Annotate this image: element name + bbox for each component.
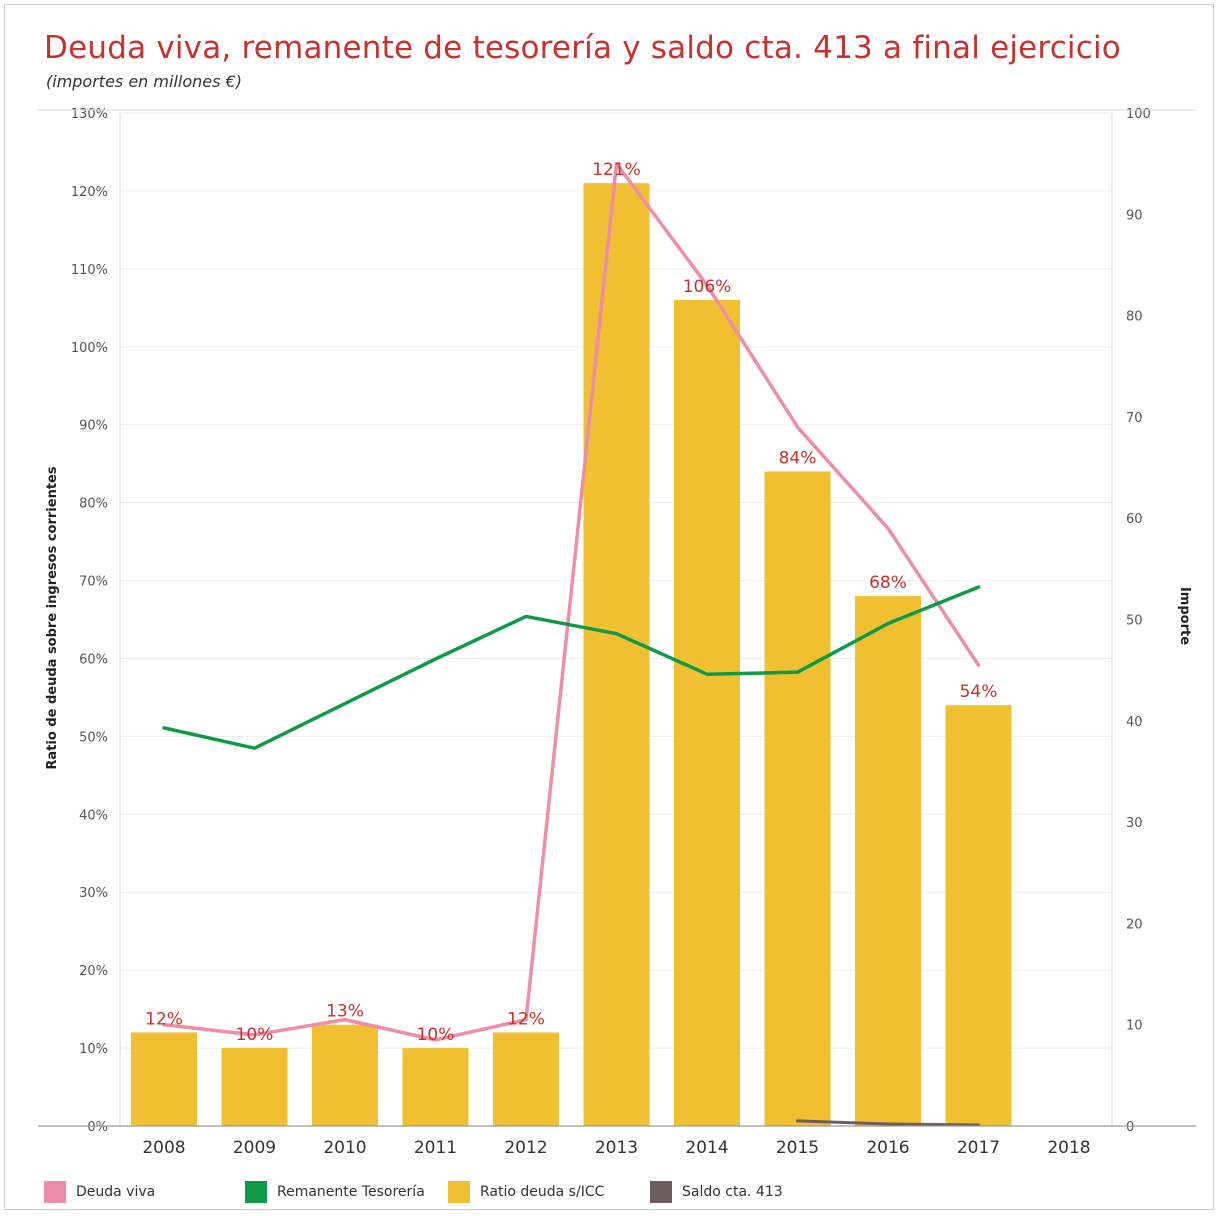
left-tick-label: 0% [87,1120,108,1135]
legend-item-deuda-viva: Deuda viva [44,1181,155,1203]
x-tick-label: 2014 [685,1138,728,1158]
x-tick-label: 2018 [1047,1138,1090,1158]
x-tick-label: 2009 [233,1138,276,1158]
right-tick-label: 80 [1126,310,1143,325]
bar-data-label: 13% [326,1002,364,1022]
right-axis-title: Importe [1177,587,1192,645]
bar-data-labels: 12% 10% 13% 10% 12% 121% 106% 84% 68% 54% [145,160,997,1045]
left-tick-label: 20% [79,964,108,979]
left-tick-label: 100% [71,341,108,356]
bar [131,1032,197,1126]
x-tick-label: 2012 [504,1138,547,1158]
bar-data-label: 121% [592,160,641,180]
bar [493,1032,559,1126]
x-tick-label: 2013 [595,1138,638,1158]
left-tick-label: 70% [79,575,108,590]
legend-swatch [650,1181,672,1203]
legend-label: Deuda viva [76,1184,156,1200]
right-tick-label: 60 [1126,512,1143,527]
bar-data-label: 10% [417,1025,455,1045]
chart-title: Deuda viva, remanente de tesorería y sal… [44,30,1121,66]
bar-data-label: 12% [145,1009,183,1029]
bar [312,1024,378,1126]
right-tick-label: 20 [1126,917,1143,932]
legend-swatch [245,1181,267,1203]
bar [764,471,831,1126]
left-tick-label: 40% [79,808,108,823]
right-tick-label: 30 [1126,816,1143,831]
right-tick-label: 90 [1126,208,1143,223]
bar [583,183,650,1127]
legend-item-ratio-deuda: Ratio deuda s/ICC [448,1181,604,1203]
left-tick-label: 60% [79,652,108,667]
right-tick-label: 50 [1126,614,1143,629]
left-tick-label: 10% [79,1042,108,1057]
left-tick-label: 30% [79,886,108,901]
x-tick-label: 2015 [776,1138,819,1158]
x-tick-label: 2017 [957,1138,1000,1158]
bar-data-label: 54% [960,682,998,702]
bar-data-label: 10% [236,1025,274,1045]
left-tick-label: 80% [79,497,108,512]
right-tick-label: 70 [1126,411,1143,426]
left-tick-label: 120% [71,185,108,200]
bar-series [131,183,1012,1127]
bar-data-label: 12% [507,1009,545,1029]
legend-item-remanente-tesoreria: Remanente Tesorería [245,1181,425,1203]
x-tick-label: 2008 [142,1138,185,1158]
left-axis-title: Ratio de deuda sobre ingresos corrientes [45,466,60,769]
axes: 0% 10% 20% 30% 40% 50% 60% 70% 80% 90% 100% 110% 120… [38,107,1196,1158]
legend-label: Ratio deuda s/ICC [480,1184,605,1200]
right-tick-label: 40 [1126,715,1143,730]
legend-swatch [44,1181,66,1203]
bar [402,1048,469,1126]
x-tick-label: 2016 [866,1138,909,1158]
legend-item-saldo-cta-413: Saldo cta. 413 [650,1181,783,1203]
bar-data-label: 106% [683,277,732,297]
bar-data-label: 68% [869,573,907,593]
bar [674,300,740,1126]
series-line-saldo-cta-413 [796,1119,980,1127]
bar-data-label: 84% [779,448,817,468]
left-tick-label: 130% [71,107,108,122]
left-tick-label: 110% [71,263,108,278]
right-tick-label: 0 [1126,1120,1134,1135]
right-tick-label: 100 [1126,107,1151,122]
series-line-remanente-tesorer-a [162,585,981,750]
left-tick-label: 90% [79,419,108,434]
legend: Deuda viva Remanente Tesorería Ratio deu… [0,1181,1220,1205]
legend-label: Remanente Tesorería [277,1184,425,1200]
series-line-deuda-viva [162,161,981,1042]
left-tick-label: 50% [79,730,108,745]
x-tick-label: 2010 [323,1138,366,1158]
bar [945,705,1012,1126]
line-series [162,161,981,1127]
bar [221,1048,288,1126]
right-tick-label: 10 [1126,1019,1143,1034]
legend-swatch [448,1181,470,1203]
chart-subtitle: (importes en millones €) [46,72,242,91]
x-tick-label: 2011 [414,1138,457,1158]
legend-label: Saldo cta. 413 [682,1184,783,1200]
bar [855,596,921,1126]
